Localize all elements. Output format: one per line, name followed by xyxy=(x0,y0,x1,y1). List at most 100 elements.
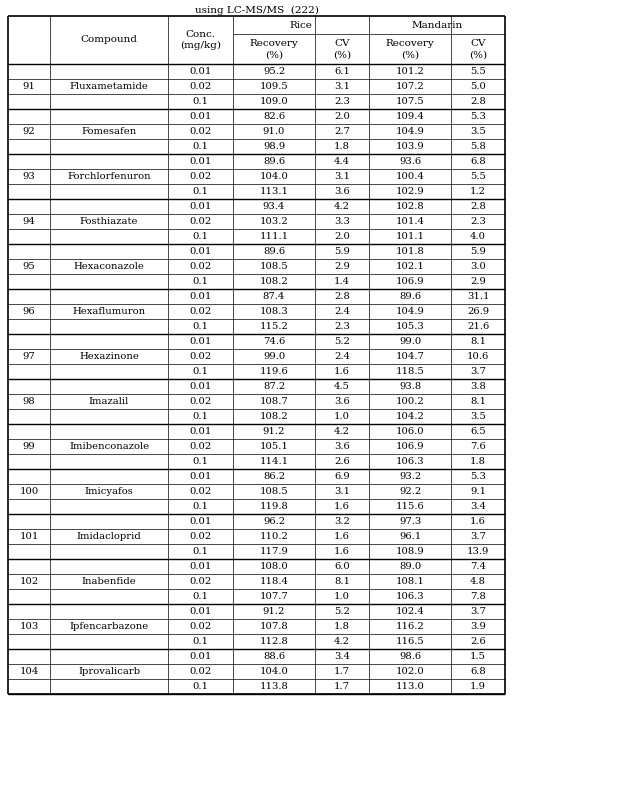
Text: 117.9: 117.9 xyxy=(260,547,288,556)
Text: 2.6: 2.6 xyxy=(334,457,350,466)
Text: 108.5: 108.5 xyxy=(260,262,288,271)
Text: 1.4: 1.4 xyxy=(334,277,350,286)
Text: Imicyafos: Imicyafos xyxy=(84,487,133,496)
Text: Hexazinone: Hexazinone xyxy=(79,352,139,361)
Text: 0.02: 0.02 xyxy=(189,442,211,451)
Text: 108.2: 108.2 xyxy=(260,412,288,421)
Text: 105.1: 105.1 xyxy=(260,442,288,451)
Text: 0.02: 0.02 xyxy=(189,532,211,541)
Text: 5.5: 5.5 xyxy=(470,172,486,181)
Text: 3.4: 3.4 xyxy=(470,502,486,511)
Text: 103.9: 103.9 xyxy=(396,142,424,151)
Text: 2.3: 2.3 xyxy=(470,217,486,226)
Text: 101.2: 101.2 xyxy=(396,67,425,76)
Text: 97: 97 xyxy=(22,352,35,361)
Text: 1.8: 1.8 xyxy=(334,142,350,151)
Text: 3.1: 3.1 xyxy=(334,172,350,181)
Text: 93.2: 93.2 xyxy=(399,472,421,481)
Text: 2.0: 2.0 xyxy=(334,112,350,121)
Text: 2.0: 2.0 xyxy=(334,232,350,241)
Text: 10.6: 10.6 xyxy=(467,352,489,361)
Text: 101.1: 101.1 xyxy=(396,232,425,241)
Text: 92: 92 xyxy=(22,127,35,136)
Text: 4.0: 4.0 xyxy=(470,232,486,241)
Text: 0.02: 0.02 xyxy=(189,217,211,226)
Text: 0.01: 0.01 xyxy=(189,337,211,346)
Text: 102.0: 102.0 xyxy=(396,667,424,676)
Text: 113.8: 113.8 xyxy=(260,682,288,691)
Text: 4.2: 4.2 xyxy=(334,637,350,646)
Text: 0.02: 0.02 xyxy=(189,82,211,91)
Text: 5.2: 5.2 xyxy=(334,337,350,346)
Text: 89.6: 89.6 xyxy=(263,247,285,256)
Text: 93: 93 xyxy=(22,172,35,181)
Text: 0.02: 0.02 xyxy=(189,397,211,406)
Text: Fosthiazate: Fosthiazate xyxy=(80,217,138,226)
Text: 1.6: 1.6 xyxy=(334,367,350,376)
Text: 6.0: 6.0 xyxy=(334,562,350,571)
Text: Iprovalicarb: Iprovalicarb xyxy=(78,667,140,676)
Text: Imazalil: Imazalil xyxy=(89,397,129,406)
Text: 103.2: 103.2 xyxy=(260,217,288,226)
Text: 1.8: 1.8 xyxy=(470,457,486,466)
Text: 0.01: 0.01 xyxy=(189,292,211,301)
Text: 1.6: 1.6 xyxy=(470,517,486,526)
Text: 3.5: 3.5 xyxy=(470,127,486,136)
Text: 8.1: 8.1 xyxy=(334,577,350,586)
Text: 2.8: 2.8 xyxy=(470,202,486,211)
Text: 5.3: 5.3 xyxy=(470,472,486,481)
Text: 104.9: 104.9 xyxy=(396,127,425,136)
Text: 104.0: 104.0 xyxy=(260,172,288,181)
Text: 116.5: 116.5 xyxy=(396,637,424,646)
Text: 101.4: 101.4 xyxy=(396,217,425,226)
Text: 97.3: 97.3 xyxy=(399,517,421,526)
Text: 5.0: 5.0 xyxy=(470,82,486,91)
Text: 0.1: 0.1 xyxy=(192,637,208,646)
Text: 0.01: 0.01 xyxy=(189,517,211,526)
Text: 108.0: 108.0 xyxy=(260,562,288,571)
Text: 99.0: 99.0 xyxy=(399,337,421,346)
Text: 119.8: 119.8 xyxy=(260,502,288,511)
Text: 92.2: 92.2 xyxy=(399,487,421,496)
Text: 2.4: 2.4 xyxy=(334,352,350,361)
Text: 118.5: 118.5 xyxy=(396,367,425,376)
Text: 4.4: 4.4 xyxy=(334,157,350,166)
Text: 106.9: 106.9 xyxy=(396,442,424,451)
Text: 3.1: 3.1 xyxy=(334,487,350,496)
Text: 115.6: 115.6 xyxy=(396,502,424,511)
Text: 106.3: 106.3 xyxy=(396,592,424,601)
Text: 116.2: 116.2 xyxy=(396,622,424,631)
Text: 0.1: 0.1 xyxy=(192,457,208,466)
Text: 106.3: 106.3 xyxy=(396,457,424,466)
Text: 0.1: 0.1 xyxy=(192,592,208,601)
Text: 7.4: 7.4 xyxy=(470,562,486,571)
Text: Rice: Rice xyxy=(290,20,312,30)
Text: 86.2: 86.2 xyxy=(263,472,285,481)
Text: 93.4: 93.4 xyxy=(263,202,285,211)
Text: 31.1: 31.1 xyxy=(467,292,489,301)
Text: 1.6: 1.6 xyxy=(334,532,350,541)
Text: 1.6: 1.6 xyxy=(334,547,350,556)
Text: 0.02: 0.02 xyxy=(189,487,211,496)
Text: 91.0: 91.0 xyxy=(263,127,285,136)
Text: 112.8: 112.8 xyxy=(260,637,288,646)
Text: 4.2: 4.2 xyxy=(334,202,350,211)
Text: Imidacloprid: Imidacloprid xyxy=(77,532,141,541)
Text: 3.5: 3.5 xyxy=(470,412,486,421)
Text: 5.8: 5.8 xyxy=(470,142,486,151)
Text: Forchlorfenuron: Forchlorfenuron xyxy=(67,172,151,181)
Text: 3.6: 3.6 xyxy=(334,397,350,406)
Text: 107.2: 107.2 xyxy=(396,82,424,91)
Text: 114.1: 114.1 xyxy=(259,457,288,466)
Text: 5.2: 5.2 xyxy=(334,607,350,616)
Text: 0.02: 0.02 xyxy=(189,262,211,271)
Text: Hexaflumuron: Hexaflumuron xyxy=(73,307,146,316)
Text: 3.3: 3.3 xyxy=(334,217,350,226)
Text: 5.9: 5.9 xyxy=(334,247,350,256)
Text: 89.6: 89.6 xyxy=(399,292,421,301)
Text: 0.01: 0.01 xyxy=(189,472,211,481)
Text: 3.0: 3.0 xyxy=(470,262,486,271)
Text: Fomesafen: Fomesafen xyxy=(81,127,136,136)
Text: 0.02: 0.02 xyxy=(189,127,211,136)
Text: Ipfencarbazone: Ipfencarbazone xyxy=(69,622,149,631)
